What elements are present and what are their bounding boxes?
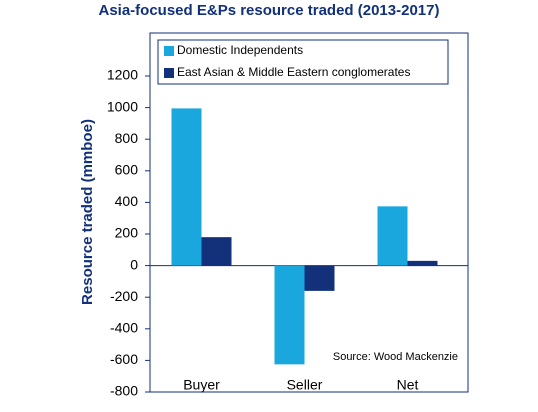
- y-tick-label: 200: [115, 225, 139, 241]
- plot-frame: [149, 32, 469, 393]
- legend-label: East Asian & Middle Eastern conglomerate…: [177, 65, 410, 79]
- bar: [407, 260, 438, 266]
- bar: [304, 265, 335, 291]
- x-tick-label: Buyer: [183, 377, 220, 393]
- legend-label: Domestic Independents: [177, 43, 303, 57]
- bar: [274, 265, 305, 365]
- legend-box: [157, 39, 449, 85]
- y-tick-label: -200: [110, 288, 138, 304]
- legend-swatch: [164, 68, 174, 78]
- chart-title: Asia-focused E&Ps resource traded (2013-…: [99, 2, 440, 19]
- bar: [171, 108, 202, 266]
- y-tick-label: 1000: [107, 98, 138, 114]
- y-tick-label: 800: [115, 130, 139, 146]
- x-tick-label: Net: [397, 377, 419, 393]
- y-axis-label: Resource traded (mmboe): [79, 119, 96, 305]
- y-tick-label: 0: [130, 256, 138, 272]
- y-tick-label: -400: [110, 320, 138, 336]
- bar: [377, 206, 408, 266]
- y-tick-label: -600: [110, 351, 138, 367]
- bar: [201, 237, 232, 266]
- y-tick-label: 1200: [107, 67, 138, 83]
- legend-swatch: [164, 46, 174, 56]
- x-tick-label: Seller: [287, 377, 323, 393]
- y-tick-label: -800: [110, 383, 138, 399]
- source-note: Source: Wood Mackenzie: [333, 351, 458, 363]
- y-tick-label: 600: [115, 162, 139, 178]
- y-tick-label: 400: [115, 193, 139, 209]
